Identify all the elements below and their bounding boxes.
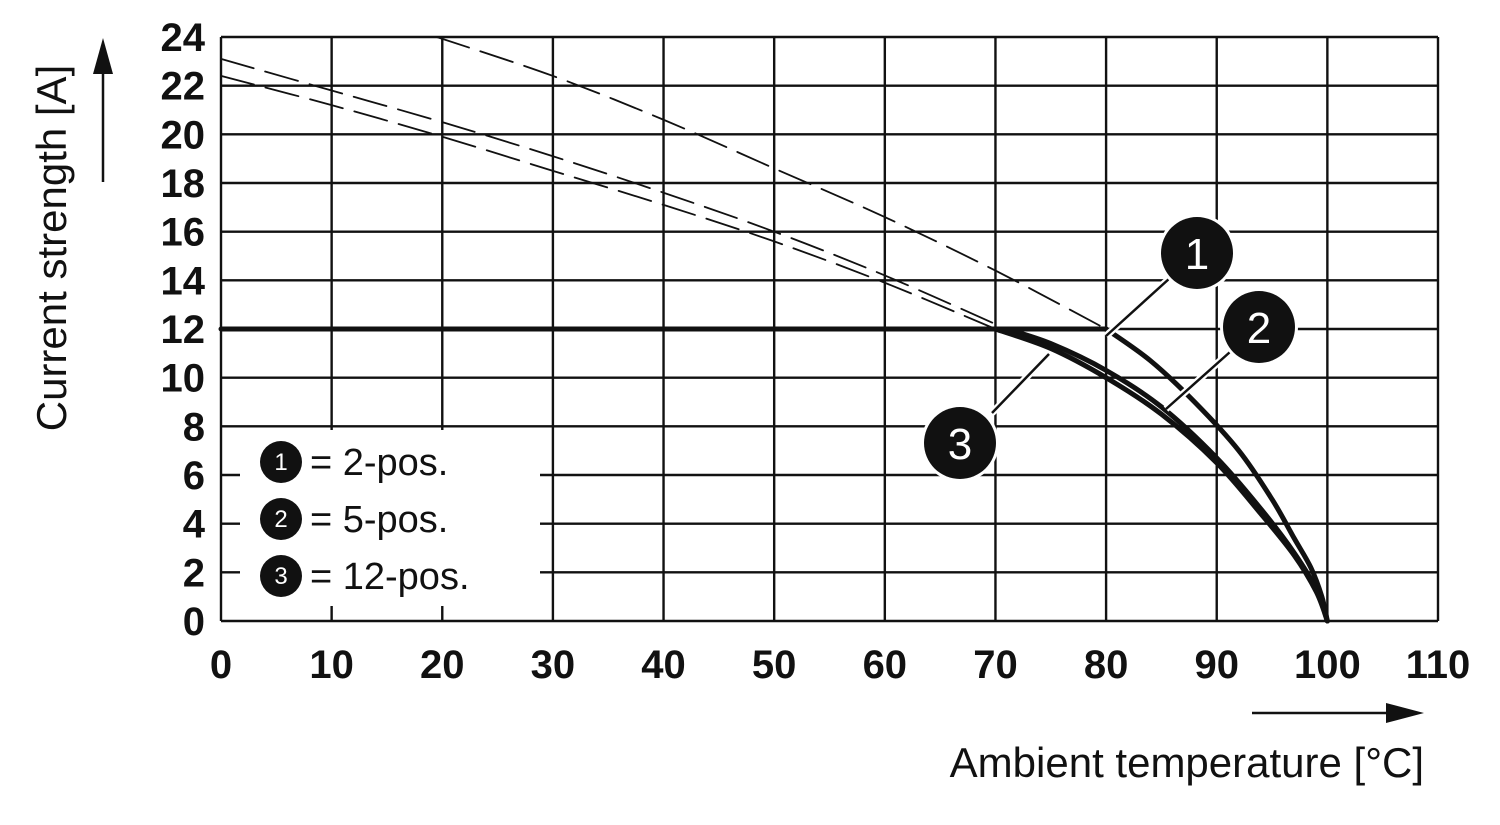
x-tick-label: 40: [641, 643, 686, 687]
legend-marker: [260, 441, 302, 483]
dashed-curve-2-4: [220, 58, 1008, 330]
y-tick-label: 10: [161, 357, 206, 401]
legend-label: = 2-pos.: [310, 442, 448, 484]
y-tick-label: 0: [183, 600, 205, 644]
callouts: 12 3: [921, 214, 1298, 482]
legend-label: = 5-pos.: [310, 499, 448, 541]
x-tick-label: 70: [973, 643, 1018, 687]
y-tick-label: 14: [161, 259, 206, 303]
x-tick-label: 110: [1406, 643, 1471, 687]
x-tick-label: 30: [531, 643, 576, 687]
x-tick-label: 50: [752, 643, 797, 687]
y-axis-title: Current strength [A]: [28, 65, 75, 432]
callout-leader: [1165, 351, 1231, 410]
y-tick-label: 16: [161, 211, 206, 255]
x-tick-label: 20: [420, 643, 465, 687]
callout-leader: [1105, 277, 1171, 337]
grid: [219, 35, 1440, 623]
legend-marker-number: 2: [274, 506, 287, 533]
derating-curve-1-0: [1103, 326, 1330, 624]
callout-badge: [924, 407, 996, 479]
callout-badge: [1223, 291, 1295, 363]
legend-marker: [260, 555, 302, 597]
y-tick-label: 4: [183, 503, 206, 547]
legend-marker-number: 3: [274, 563, 287, 590]
x-axis-arrow: [1252, 703, 1424, 723]
legend: 1 = 2-pos. 2 = 5-pos. 3 = 12-pos.: [240, 430, 540, 606]
x-tick-label: 100: [1294, 643, 1361, 687]
x-axis-title: Ambient temperature [°C]: [950, 739, 1424, 786]
y-tick-label: 18: [161, 162, 206, 206]
x-tick-label: 10: [309, 643, 354, 687]
y-tick-label: 22: [161, 65, 206, 109]
y-tick-label: 24: [161, 16, 206, 60]
x-tick-label: 80: [1084, 643, 1129, 687]
y-tick-label: 20: [161, 113, 206, 157]
derating-curve-3-2: [992, 326, 1330, 624]
callout-badge-number: 3: [948, 420, 972, 469]
y-tick-label: 12: [161, 308, 206, 352]
y-tick-label: 2: [183, 551, 205, 595]
y-tick-label: 6: [183, 454, 205, 498]
x-tick-label: 0: [210, 643, 232, 687]
x-tick-label: 90: [1194, 643, 1239, 687]
y-axis-arrow: [93, 38, 113, 182]
callout-badge-number: 2: [1247, 304, 1271, 353]
series-layer: [218, 36, 1330, 624]
callout-badge: [1161, 217, 1233, 289]
dashed-curve-1-3: [435, 36, 1107, 330]
legend-label: = 12-pos.: [310, 556, 470, 598]
legend-marker-number: 1: [274, 449, 287, 476]
legend-marker: [260, 498, 302, 540]
callout-badge-number: 1: [1185, 230, 1209, 279]
tick-labels: 0 10 20 30 40 50 60 70 80 90 100 110024681012141618…: [161, 16, 1471, 687]
callout-leader: [991, 353, 1050, 414]
x-tick-label: 60: [863, 643, 908, 687]
y-tick-label: 8: [183, 405, 205, 449]
dashed-curve-3-5: [220, 75, 997, 330]
